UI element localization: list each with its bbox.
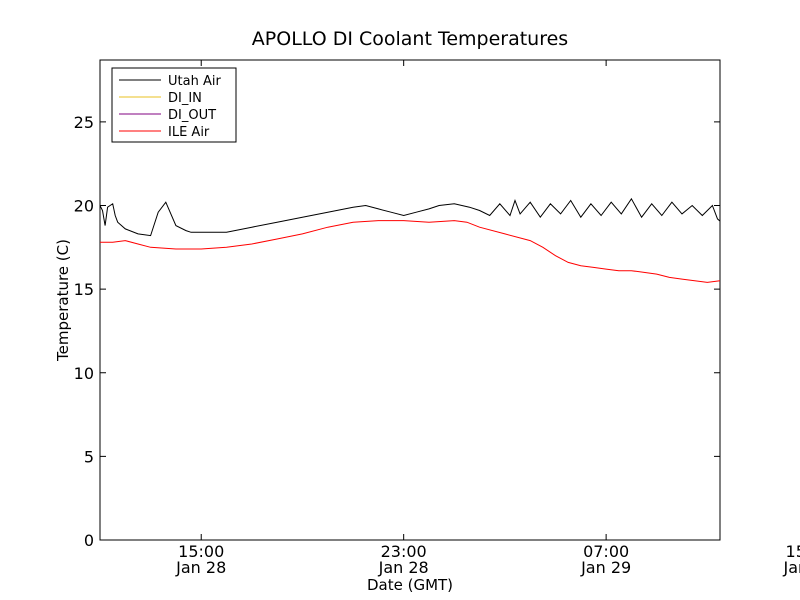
y-tick-label: 0	[84, 531, 94, 550]
x-tick-time: 07:00	[583, 542, 629, 561]
y-axis-label: Temperature (C)	[54, 239, 72, 362]
legend: Utah Air DI_IN DI_OUT ILE Air	[111, 67, 237, 143]
y-tick-label: 20	[74, 197, 94, 216]
chart-title: APOLLO DI Coolant Temperatures	[252, 28, 568, 50]
legend-label: ILE Air	[168, 125, 210, 140]
y-tick-label: 5	[84, 447, 94, 466]
x-tick-time: 23:00	[381, 542, 427, 561]
x-tick-date: Jan 28	[175, 558, 226, 577]
x-tick-date: Jan 29	[783, 558, 800, 577]
series-line-ile-air	[100, 220, 721, 283]
legend-label: Utah Air	[168, 74, 221, 89]
y-axis-ticks: 0 5 10 15 20 25	[74, 113, 720, 550]
x-axis-label: Date (GMT)	[367, 576, 453, 594]
y-tick-label: 25	[74, 113, 94, 132]
x-tick-date: Jan 29	[580, 558, 631, 577]
y-tick-label: 10	[74, 364, 94, 383]
x-tick-time: 15:00	[786, 542, 800, 561]
series-layer	[99, 197, 721, 283]
y-tick-label: 15	[74, 280, 94, 299]
legend-label: DI_OUT	[168, 108, 216, 123]
x-tick-time: 15:00	[178, 542, 224, 561]
x-tick-date: Jan 28	[378, 558, 429, 577]
legend-label: DI_IN	[168, 91, 202, 106]
series-line-utah-air	[99, 197, 721, 237]
